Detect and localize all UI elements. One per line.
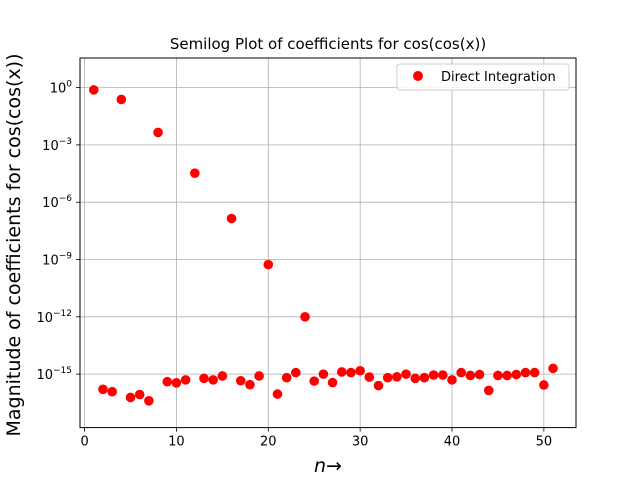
data-point [235,375,246,386]
data-point [107,386,117,397]
data-point [438,370,448,380]
data-point [511,369,522,380]
data-point [272,389,283,399]
data-point [529,367,540,378]
data-point [520,367,531,378]
x-tick-label: 50 [536,435,553,450]
data-point [300,312,310,322]
data-point [98,384,108,395]
y-tick-base: 10 [42,196,59,211]
x-tick-label: 20 [260,435,277,450]
data-point [502,370,512,381]
data-point [355,365,365,376]
y-axis-label: Magnitude of coefficients for cos(cos(x)… [3,53,25,436]
data-point [199,373,209,384]
y-tick-base: 10 [36,368,53,383]
data-point [309,376,320,386]
data-point [88,85,99,95]
data-point [281,372,292,383]
data-point [180,375,191,385]
y-tick-exponent: −9 [59,252,73,262]
data-point [144,396,154,406]
y-tick-base: 10 [42,254,59,269]
data-point [327,377,338,388]
y-tick-base: 10 [50,82,67,97]
data-point [134,389,145,400]
data-point [382,372,393,383]
y-tick-base: 10 [36,311,53,326]
data-point [428,370,439,380]
chart-title: Semilog Plot of coefficients for cos(cos… [170,35,486,53]
y-tick-label: 10−15 [36,366,72,383]
x-axis-label: n→ [314,455,342,477]
data-point [539,380,549,390]
legend-box [396,63,570,91]
data-point [346,367,356,378]
data-point [364,372,375,382]
data-point [483,385,494,396]
y-tick-label: 10−9 [42,252,72,269]
data-point [125,392,136,403]
data-point [401,369,411,379]
data-point [465,370,476,381]
data-point [190,168,200,179]
legend-marker [413,71,423,81]
y-tick-label: 10−6 [42,194,72,211]
x-tick-label: 0 [80,435,88,450]
y-tick-exponent: −15 [53,366,72,376]
data-point [336,367,347,377]
legend-label: Direct Integration [441,70,556,85]
data-point [419,372,430,383]
plot-area-frame [79,57,577,429]
data-point [217,371,228,381]
y-tick-base: 10 [42,139,59,154]
data-point [548,363,558,374]
x-tick-label: 30 [352,435,369,450]
data-point [226,213,237,224]
legend: Direct Integration [396,63,570,91]
data-point [245,379,255,390]
data-point [263,259,274,270]
data-point [410,373,421,384]
data-point [153,127,163,138]
y-tick-label: 10−12 [36,309,72,326]
data-point [456,367,466,378]
x-tick-label: 10 [168,435,185,450]
data-point [318,369,329,379]
data-point [162,376,173,387]
y-tick-label: 10−3 [42,137,72,154]
y-tick-exponent: −12 [53,309,72,319]
data-point [291,367,301,378]
data-point [493,370,503,381]
data-point [208,375,218,385]
data-point [116,94,127,105]
data-point [171,378,182,388]
data-point [447,375,457,385]
x-axis-ticks: 0 10 20 30 40 50 [80,427,553,450]
data-point [254,371,264,381]
y-tick-label: 100 [50,80,73,97]
data-points [88,85,558,406]
data-point [392,372,402,382]
data-point [373,380,384,391]
x-tick-label: 40 [444,435,461,450]
y-tick-exponent: −6 [59,194,73,204]
y-tick-exponent: 0 [66,80,72,90]
y-tick-exponent: −3 [59,137,72,147]
grid-lines [80,58,576,428]
data-point [474,369,485,380]
